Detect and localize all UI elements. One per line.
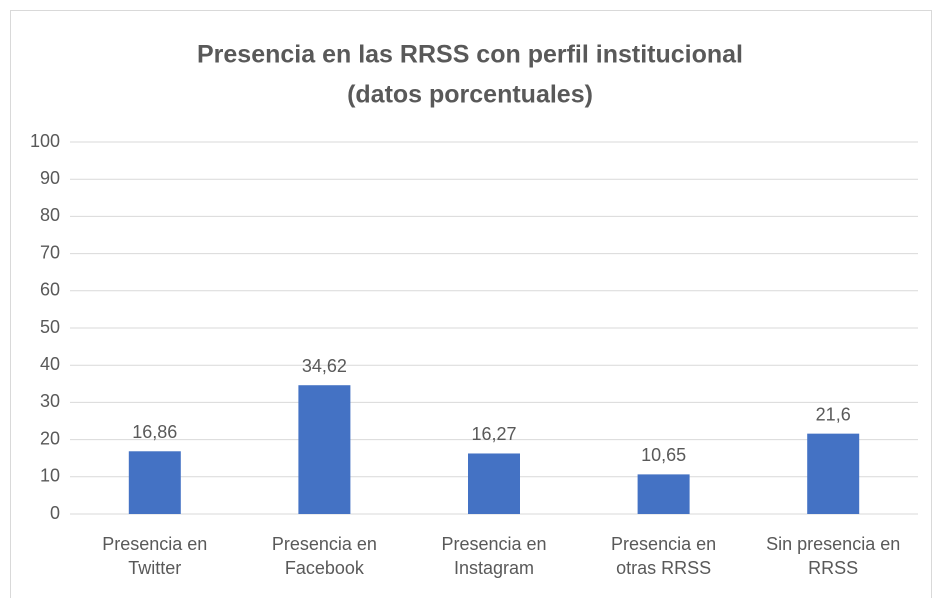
x-tick-label: Presencia en Instagram [441, 534, 547, 578]
x-tick-label: Presencia en Facebook [271, 534, 377, 578]
bar [468, 453, 520, 514]
y-tick-label: 10 [40, 466, 60, 486]
chart-frame [10, 10, 932, 598]
bar [637, 474, 690, 514]
chart-subtitle: (datos porcentuales) [347, 81, 593, 109]
y-tick-label: 60 [40, 280, 60, 300]
y-tick-label: 100 [30, 131, 60, 151]
x-tick-label: Sin presencia en RRSS [766, 534, 901, 578]
y-tick-label: 50 [40, 317, 60, 337]
y-tick-label: 90 [40, 168, 60, 188]
y-tick-label: 20 [40, 428, 60, 448]
y-tick-label: 80 [40, 205, 60, 225]
x-tick-label: Presencia en Twitter [102, 534, 208, 578]
y-tick-label: 30 [40, 391, 60, 411]
data-label: 16,86 [132, 422, 177, 442]
y-tick-label: 40 [40, 354, 60, 374]
chart-title: Presencia en las RRSS con perfil institu… [197, 41, 743, 69]
data-label: 21,6 [816, 404, 851, 424]
bar [807, 433, 860, 514]
x-tick-label: Presencia en otras RRSS [611, 534, 717, 578]
bar [298, 385, 351, 514]
data-label: 16,27 [471, 424, 516, 444]
data-label: 10,65 [641, 445, 686, 465]
data-label: 34,62 [302, 356, 347, 376]
y-tick-label: 70 [40, 242, 60, 262]
bar [128, 451, 181, 514]
y-tick-label: 0 [50, 503, 60, 523]
